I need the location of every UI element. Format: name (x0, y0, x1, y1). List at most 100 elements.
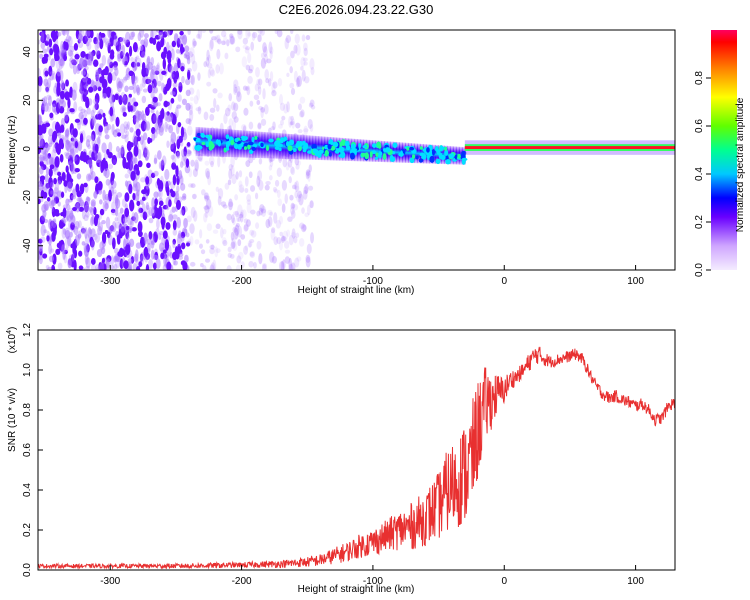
colorbar-tick-label: 0.0 (694, 263, 705, 277)
spectrogram-cell (85, 211, 90, 218)
spectrogram-cell (242, 85, 248, 91)
spectrogram-cell (155, 110, 159, 121)
spectrogram-band-cell (208, 144, 213, 151)
spectrogram-cell (247, 240, 253, 248)
spectrogram-cell (298, 237, 305, 247)
spectrogram-cell (162, 31, 168, 38)
spectrogram-cell (86, 60, 91, 66)
spectrogram-cell (97, 113, 103, 120)
spectrogram-cell (87, 174, 92, 181)
spectrogram-cell (162, 249, 167, 254)
spectrogram-cell (179, 252, 184, 257)
spectrogram-cell (203, 111, 209, 121)
spectrogram-cell (67, 258, 72, 269)
spectrogram-cell (222, 204, 228, 209)
spectrogram-cell (84, 53, 91, 60)
spectrogram-cell (171, 40, 177, 48)
spectrogram-cell (253, 261, 257, 269)
spectrogram-cell (297, 103, 302, 111)
spectrogram-cell (303, 61, 308, 66)
spectrogram-cell (137, 113, 142, 121)
spectrogram-cell (265, 78, 270, 84)
spectrogram-cell (133, 157, 138, 165)
spectrogram-cell (234, 86, 238, 94)
spectrogram-cell (293, 70, 298, 83)
spectrogram-cell (175, 165, 179, 178)
spectrogram-band-cell (389, 154, 394, 161)
spectrogram-band-cell (296, 140, 301, 148)
spectrogram-cell (243, 218, 249, 224)
spectrogram-cell (146, 242, 151, 252)
spectrogram-cell (110, 208, 116, 214)
spectrogram-cell (303, 186, 309, 195)
spectrogram-cell (172, 229, 178, 236)
spectrogram-cell (250, 209, 256, 215)
spectrogram-cell (162, 58, 167, 70)
spectrogram-cell (194, 239, 200, 245)
spectrogram-cell (69, 231, 73, 238)
spectrogram-band-cell (362, 144, 368, 149)
spectrogram-cell (131, 31, 136, 38)
spectrogram-y-axis: -40 -20 0 20 40 (22, 46, 43, 253)
carrier-core (464, 146, 675, 150)
spectrogram-cell (185, 89, 191, 97)
spectrogram-cell (148, 206, 154, 217)
spectrogram-cell (236, 91, 242, 103)
spectrogram-cell (243, 223, 249, 231)
spectrogram-cell (230, 231, 235, 241)
spectrogram-cell (116, 132, 122, 137)
spectrogram-cell (94, 176, 99, 184)
spectrogram-cell (105, 41, 112, 46)
spectrogram-cell (66, 204, 71, 211)
spectrogram-cell (281, 235, 285, 243)
spectrogram-cell (170, 91, 176, 96)
spectrogram-cell (236, 85, 241, 98)
spectrogram-cell (60, 191, 65, 198)
spectrogram-band-cell (300, 134, 305, 160)
spectrogram-cell (243, 107, 249, 116)
spectrogram-x-label: Height of straight line (km) (298, 285, 415, 296)
spectrogram-cell (72, 206, 77, 212)
spectrogram-cell (84, 204, 90, 213)
spectrogram-cell (79, 57, 85, 69)
spectrogram-cell (156, 218, 160, 230)
spectrogram-cell (271, 89, 277, 97)
spectrogram-cell (274, 30, 278, 35)
spectrogram-cell (41, 33, 47, 40)
spectrogram-cell (248, 68, 253, 74)
spectrogram-cell (46, 102, 52, 113)
spectrogram-cell (111, 180, 117, 189)
spectrogram-cell (269, 251, 275, 263)
spectrogram-cell (173, 65, 178, 72)
spectrogram-cell (133, 59, 138, 71)
spectrogram-cell (91, 116, 96, 127)
spectrogram-cell (290, 87, 296, 96)
spectrogram-cell (262, 42, 267, 53)
spectrogram-cell (250, 230, 257, 238)
spectrogram-cell (156, 125, 162, 131)
spectrogram-cell (181, 98, 188, 106)
spectrogram-cell (95, 152, 101, 164)
spectrogram-cell (46, 182, 50, 195)
spectrogram-cell (280, 119, 284, 126)
spectrogram-cell (146, 55, 151, 64)
spectrogram-cell (65, 127, 70, 137)
x-tick-label: 0 (501, 276, 507, 287)
spectrogram-cell (129, 238, 135, 248)
spectrogram-cell (53, 187, 59, 194)
snr-y-axis: 0.0 0.2 0.4 0.6 0.8 1.0 1.2 (22, 323, 43, 577)
spectrogram-cell (295, 43, 301, 56)
spectrogram-cell (257, 170, 263, 181)
spectrogram-cell (210, 160, 214, 168)
spectrogram-cell (48, 38, 53, 48)
spectrogram-band-cell (267, 132, 272, 159)
colorbar-tick-label: 0.6 (694, 119, 705, 133)
spectrogram-cell (181, 75, 185, 84)
spectrogram-cell (121, 44, 125, 56)
spectrogram-cell (296, 256, 302, 262)
spectrogram-cell (104, 123, 109, 134)
spectrogram-cell (168, 213, 174, 222)
spectrogram-cell (158, 161, 163, 170)
spectrogram-cell (161, 70, 167, 75)
spectrogram-cell (91, 130, 96, 142)
